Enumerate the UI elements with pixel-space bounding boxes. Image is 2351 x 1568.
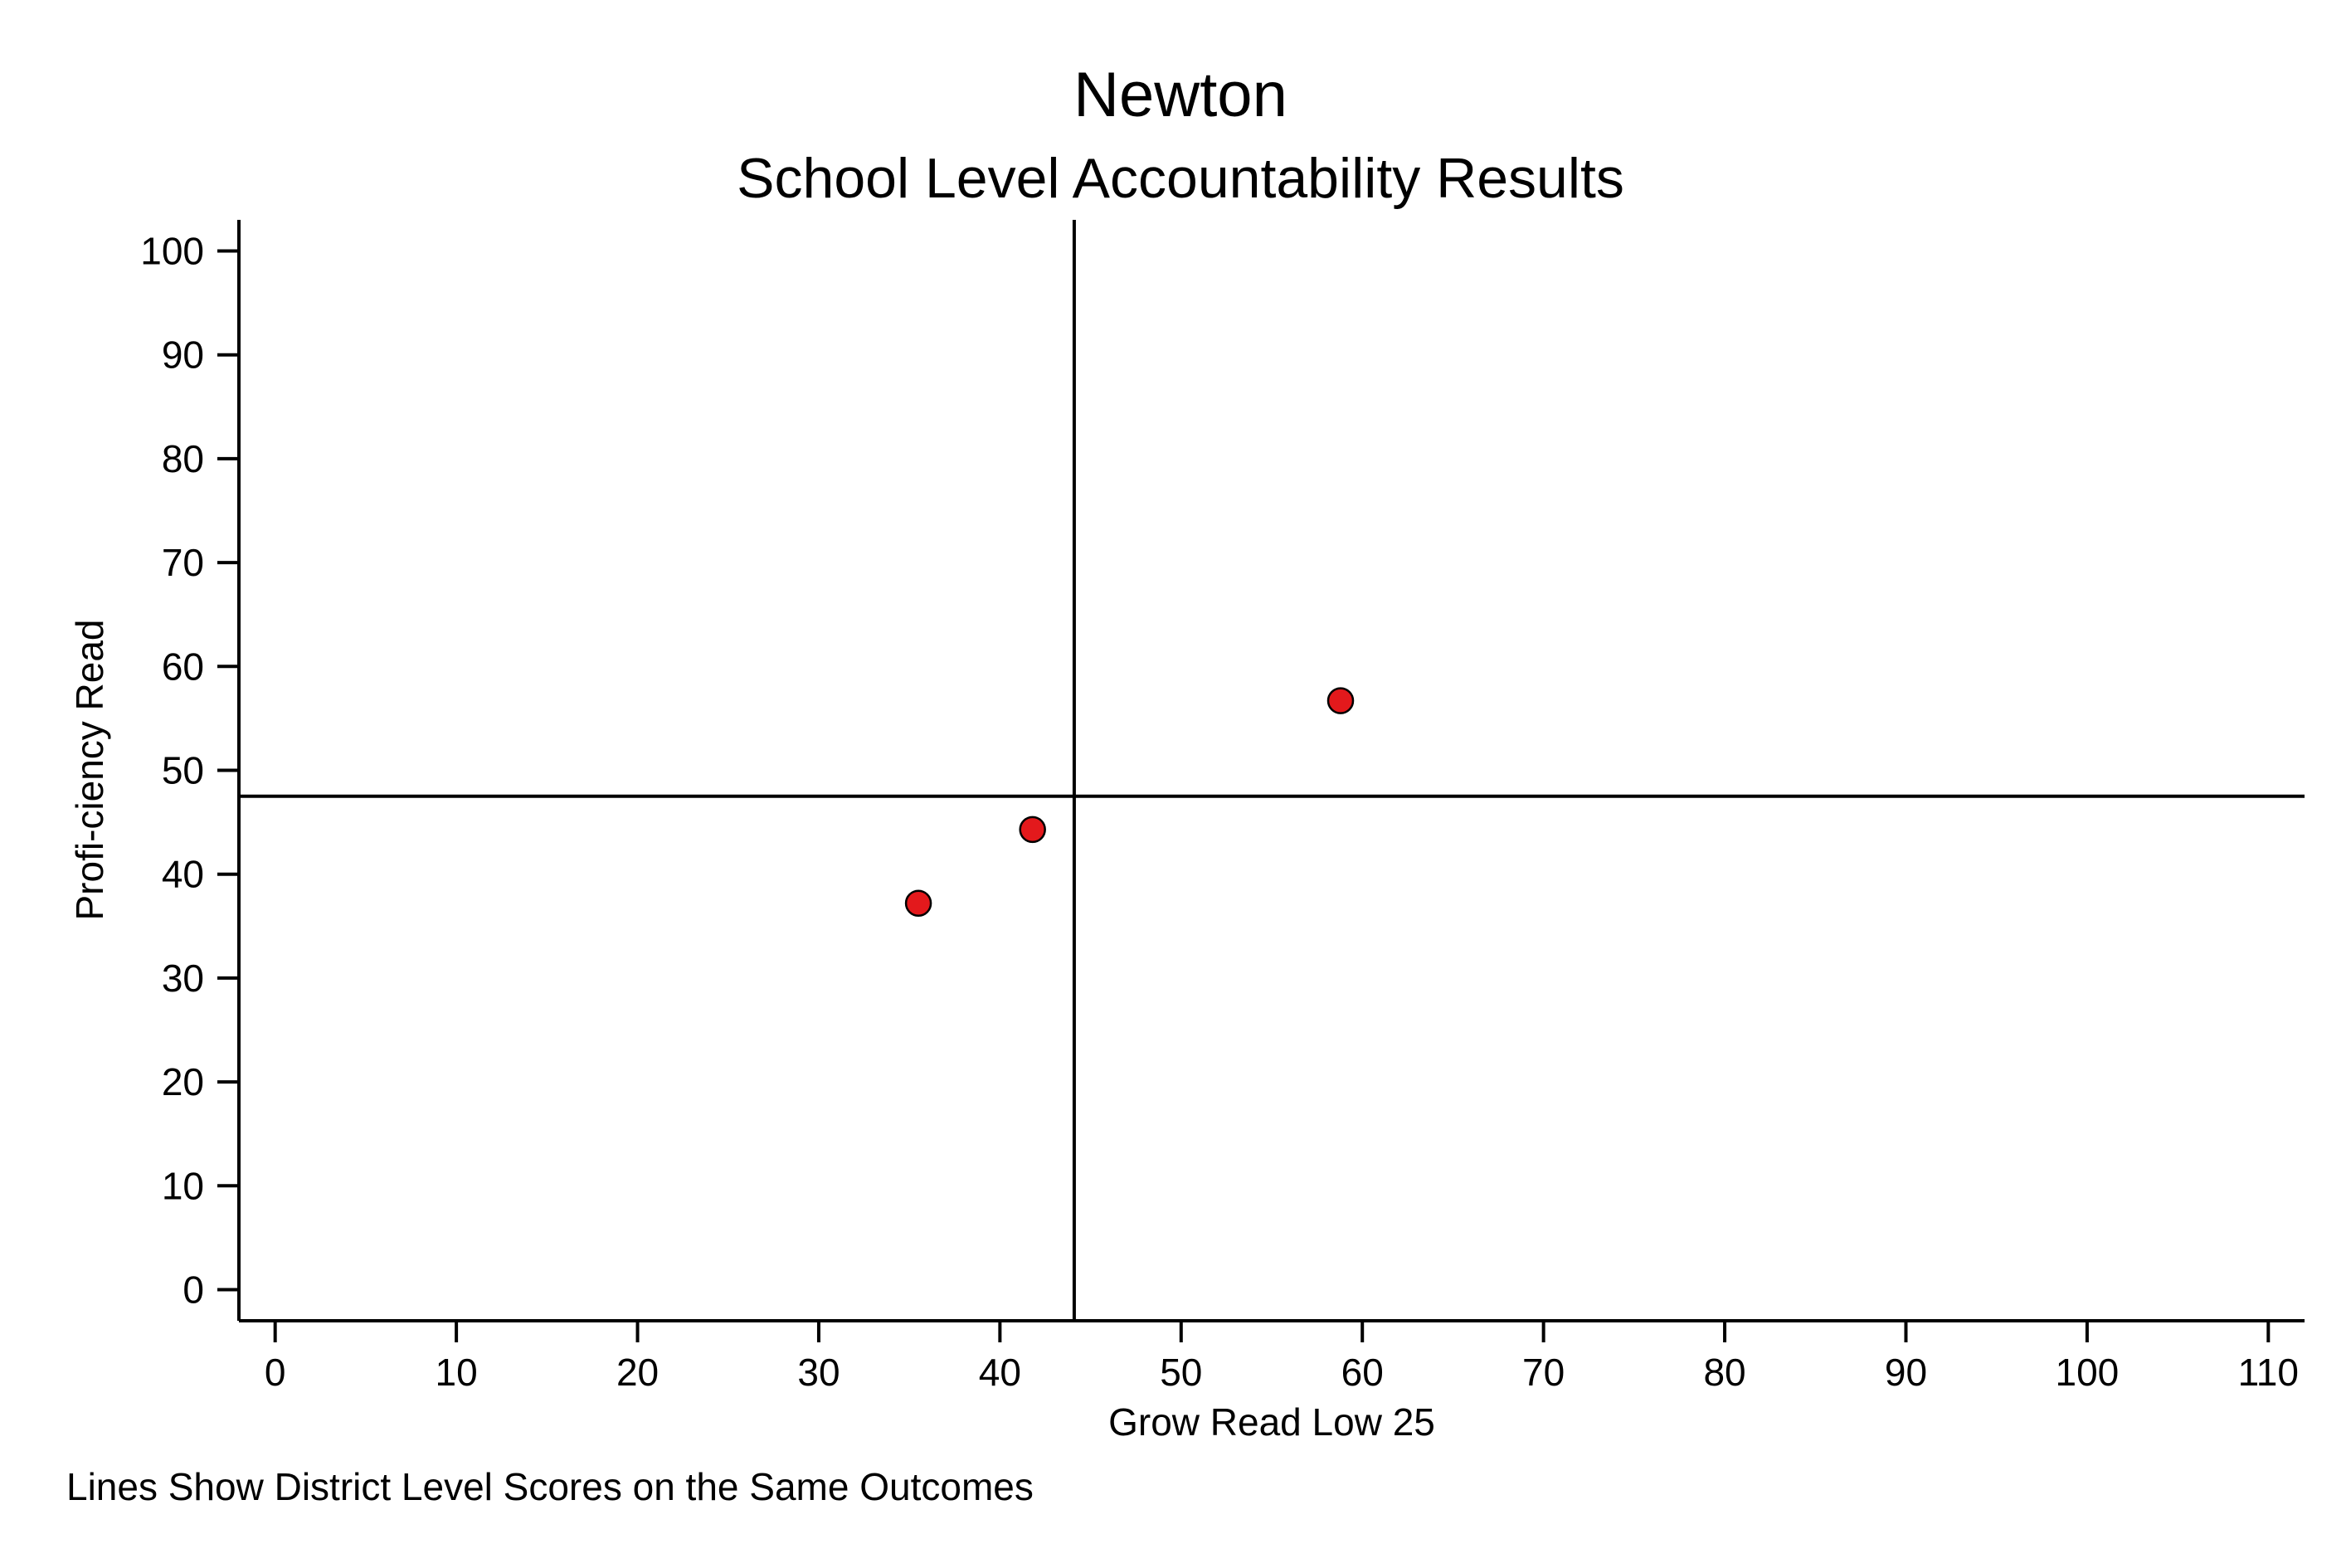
x-axis-title: Grow Read Low 25 [1108,1400,1435,1444]
y-tick-label: 10 [162,1164,204,1207]
y-tick-label: 30 [162,957,204,1000]
plot-area: 0 10 20 30 40 50 60 70 80 90 100 0 10 20 30 40 50 60 70 80 9… [140,220,2305,1394]
y-tick-label: 80 [162,437,204,480]
x-tick-label: 20 [616,1351,659,1394]
data-point [1019,816,1046,844]
chart-subtitle: School Level Accountability Results [737,147,1624,210]
x-tick-label: 30 [797,1351,840,1394]
y-tick-label: 60 [162,645,204,688]
y-tick-label: 0 [183,1268,204,1311]
x-tick-label: 70 [1522,1351,1565,1394]
y-tick-label: 20 [162,1060,204,1103]
data-point [904,889,932,917]
x-tick-label: 90 [1885,1351,1927,1394]
y-tick-label: 100 [140,230,204,273]
y-tick-label: 40 [162,853,204,896]
y-tick-label: 70 [162,541,204,584]
x-tick-label: 100 [2056,1351,2120,1394]
chart-note: Lines Show District Level Scores on the … [66,1465,1034,1508]
x-tick-label: 50 [1160,1351,1202,1394]
x-tick-label: 80 [1703,1351,1745,1394]
chart-title: Newton [1073,60,1287,130]
y-tick-label: 50 [162,749,204,792]
x-tick-label: 40 [979,1351,1021,1394]
x-tick-label: 60 [1341,1351,1384,1394]
x-tick-label: 0 [265,1351,286,1394]
x-tick-label: 10 [436,1351,478,1394]
y-axis-title: Profi-ciency Read [68,619,111,920]
x-tick-label: 110 [2238,1351,2299,1394]
y-tick-label: 90 [162,334,204,377]
data-point [1326,687,1355,714]
